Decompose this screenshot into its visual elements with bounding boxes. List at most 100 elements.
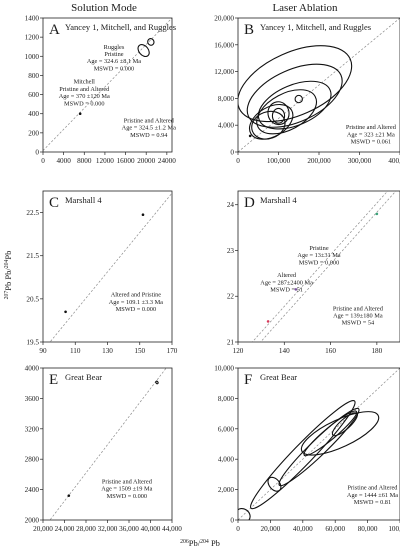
panel-b-y-tick-label: 12,000 [214, 68, 234, 76]
panel-b-annotation: Pristine and Altered Age = 323 ±21 Ma MSWD… [346, 124, 397, 145]
panel-b-error-ellipse [246, 63, 343, 128]
panel-d-annotation-line: MSWD = 0.000 [299, 259, 339, 266]
panel-a-y-tick-label: 200 [28, 129, 39, 137]
panel-f-frame [237, 367, 400, 521]
panel-b-error-ellipse [271, 107, 286, 124]
panel-c: 90 110 130 150 170 19.5 20.5 21.5 22.5 C Marshall … [26, 190, 178, 355]
panel-b-x-tick-label: 400,000 [388, 157, 400, 165]
panel-b-x-tick-label: 100,000 [267, 157, 291, 165]
panel-f-x-tick-label: 100,000 [388, 525, 400, 533]
panel-b-annotation-line: MSWD = 0.061 [351, 139, 391, 146]
panel-e-annotation-line: Pristine and Altered [102, 479, 153, 486]
panel-e-letter: E [49, 372, 58, 388]
panel-a: 0 4000 8000 12000 16000 20000 24000 0 200 400 600 8… [25, 15, 177, 166]
panel-f: 0 20,000 40,000 60,000 80,000 100,000 0 2,000 4,… [214, 365, 400, 533]
y-axis-label-sup1: 207 [4, 291, 10, 300]
panel-e-isochron-line [49, 368, 167, 520]
panel-e-y-tick-label: 4000 [25, 365, 40, 373]
panel-a-error-ellipse [137, 44, 150, 58]
panels: 0 4000 8000 12000 16000 20000 2400002004006008… [25, 15, 400, 534]
panel-c-annotation-line: Age = 109.1 ±3.3 Ma [109, 299, 163, 306]
panel-f-letter: F [244, 372, 252, 388]
panel-e-y-tick-label: 3600 [25, 395, 40, 403]
panel-d-y-tick-label: 21 [227, 339, 235, 347]
panel-b-y-tick-label: 20,000 [214, 15, 234, 23]
panel-b-x-tick-label: 200,000 [307, 157, 331, 165]
panel-d-data-point [375, 212, 379, 216]
panel-a-annotation-line: Age = 324.6 ±8.1 Ma [87, 58, 141, 65]
panel-f-annotation-line: Pristine and Altered [347, 485, 398, 492]
panel-f-x-tick-label: 40,000 [293, 525, 313, 533]
panel-b-annotation-line: Age = 323 ±21 Ma [347, 131, 395, 138]
panel-a-annotation-line: MSWD = 0.000 [94, 65, 134, 72]
panel-a-annotation-line: Pristine and Altered [124, 118, 175, 125]
panel-c-isochron-line [49, 192, 172, 342]
panel-d-annotation: Altered Age = 287±2400 Ma MSWD = 51 [260, 272, 313, 293]
panel-b-error-ellipse [256, 89, 317, 135]
panel-f-y-tick-label: 4,000 [218, 456, 235, 464]
panel-f-error-ellipse [249, 400, 356, 510]
panel-f-plot [238, 368, 400, 520]
panel-d-annotation-line: Age = 287±2400 Ma [260, 279, 313, 286]
panel-f-error-ellipse [278, 407, 360, 487]
panel-c-y-tick-label: 19.5 [26, 339, 39, 347]
panel-e: 20,000 24,000 28,000 32,000 36,000 40,000 44,0… [25, 365, 183, 534]
panel-e-plot [49, 368, 167, 520]
panel-a-y-tick-label: 1200 [25, 34, 40, 42]
panel-a-error-ellipse [147, 38, 155, 46]
panel-c-data-point [64, 310, 67, 314]
panel-d-annotation-line: Altered [277, 272, 297, 279]
panel-d-x-tick-label: 120 [233, 347, 244, 355]
panel-a-frame [42, 17, 173, 153]
x-axis-label-sup2: 204 [200, 539, 209, 545]
panel-e-annotation-line: MSWD = 0.000 [107, 493, 147, 500]
panel-b-y-tick-label: 0 [230, 149, 234, 157]
panel-a-annotation-line: MSWD = 0.94 [130, 132, 168, 139]
panel-b: 0 100,000 200,000 300,000 400,000 0 4,000 8,000… [214, 15, 400, 165]
panel-a-x-tick-label: 12000 [96, 157, 114, 165]
x-axis-label-post: Pb [209, 538, 220, 548]
y-axis-label-pre: Pb [3, 282, 13, 291]
left-column-title: Solution Mode [71, 2, 137, 14]
panel-f-x-tick-label: 60,000 [325, 525, 345, 533]
panel-f-y-tick-label: 6,000 [218, 425, 235, 433]
panel-b-y-tick-label: 8,000 [218, 95, 235, 103]
panel-a-x-tick-label: 0 [41, 157, 45, 165]
panel-a-title: Yancey 1, Mitchell, and Ruggles [65, 22, 176, 32]
panel-f-annotation-line: MSWD = 0.81 [354, 499, 391, 506]
panel-d-annotation: Pristine and Altered Age = 139±180 Ma MSWD… [333, 305, 384, 326]
panel-f-y-tick-label: 10,000 [214, 365, 234, 373]
panel-f-y-tick-label: 2,000 [218, 486, 235, 494]
panel-a-x-tick-label: 16000 [117, 157, 135, 165]
panel-e-x-tick-label: 44,000 [162, 525, 182, 533]
panel-c-x-tick-label: 130 [102, 347, 113, 355]
panel-a-isochron-line [43, 18, 172, 151]
panel-a-x-tick-label: 20000 [137, 157, 155, 165]
panel-d-x-tick-label: 160 [325, 347, 336, 355]
x-axis-label-sup1: 206 [180, 539, 189, 545]
panel-b-y-tick-label: 16,000 [214, 41, 234, 49]
panel-f-x-tick-label: 20,000 [261, 525, 281, 533]
panel-c-title: Marshall 4 [65, 195, 102, 205]
panel-b-plot [238, 18, 400, 152]
panel-d-annotation-line: MSWD = 51 [270, 286, 303, 293]
panel-b-error-ellipse [238, 45, 353, 123]
panel-e-annotation: Pristine and Altered Age = 1509 ±19 Ma MSW… [101, 479, 152, 500]
panel-b-title: Yancey 1, Mitchell, and Ruggles [260, 22, 371, 32]
panel-e-title: Great Bear [65, 372, 102, 382]
panel-a-letter: A [49, 22, 60, 38]
panel-d-isochron-line [251, 191, 389, 342]
panel-c-annotation-line: Altered and Pristine [111, 292, 162, 299]
panel-b-error-ellipse [267, 101, 290, 126]
panel-f-error-ellipse [267, 476, 282, 492]
panel-d-y-tick-label: 23 [227, 247, 235, 255]
panel-d-plot [251, 191, 397, 342]
panel-b-x-tick-label: 0 [236, 157, 240, 165]
panel-a-annotation: Pristine and Altered Age = 324.5 ±1.2 Ma M… [122, 118, 176, 139]
panel-c-data-point [141, 213, 145, 217]
panel-c-annotation-line: MSWD = 0.000 [116, 306, 156, 313]
panel-d-x-tick-label: 140 [279, 347, 290, 355]
panel-d-y-tick-label: 24 [227, 201, 235, 209]
panel-a-y-tick-label: 1400 [25, 15, 40, 23]
